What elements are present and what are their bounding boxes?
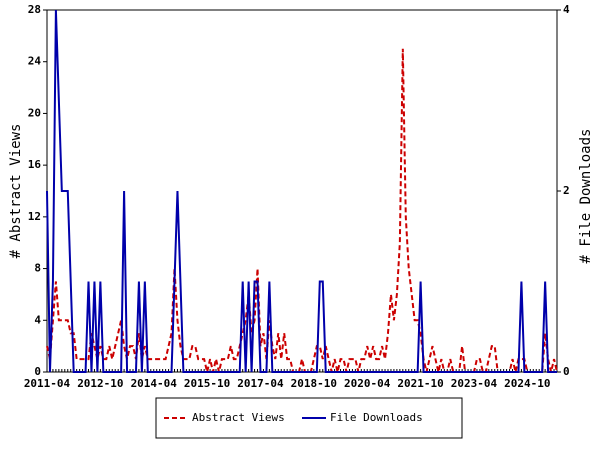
y-tick-label: 4 bbox=[34, 313, 41, 326]
series-line bbox=[46, 9, 557, 373]
legend-label: Abstract Views bbox=[192, 411, 285, 424]
x-tick-label: 2023-04 bbox=[451, 377, 498, 390]
y-axis-label: # Abstract Views bbox=[8, 124, 24, 259]
x-tick-label: 2015-10 bbox=[184, 377, 230, 390]
x-tick-label: 2024-10 bbox=[504, 377, 550, 390]
y2-tick-label: 0 bbox=[563, 365, 570, 378]
legend-label: File Downloads bbox=[330, 411, 423, 424]
y-tick-label: 16 bbox=[28, 158, 42, 171]
y-tick-label: 28 bbox=[28, 3, 41, 16]
x-tick-label: 2017-04 bbox=[237, 377, 284, 390]
x-tick-label: 2018-10 bbox=[291, 377, 337, 390]
y-tick-label: 12 bbox=[28, 210, 41, 223]
y-tick-label: 8 bbox=[34, 262, 41, 275]
x-tick-label: 2012-10 bbox=[77, 377, 123, 390]
x-tick-label: 2021-10 bbox=[397, 377, 443, 390]
y2-tick-label: 4 bbox=[563, 3, 570, 16]
y-tick-label: 24 bbox=[28, 55, 42, 68]
x-tick-label: 2014-04 bbox=[131, 377, 178, 390]
y2-tick-label: 2 bbox=[563, 184, 570, 197]
y-tick-label: 0 bbox=[34, 365, 41, 378]
series-line bbox=[46, 48, 558, 373]
x-tick-label: 2011-04 bbox=[24, 377, 71, 390]
y-tick-label: 20 bbox=[28, 106, 41, 119]
y2-axis-label: # File Downloads bbox=[578, 129, 594, 264]
x-tick-label: 2020-04 bbox=[344, 377, 391, 390]
legend bbox=[155, 397, 463, 439]
